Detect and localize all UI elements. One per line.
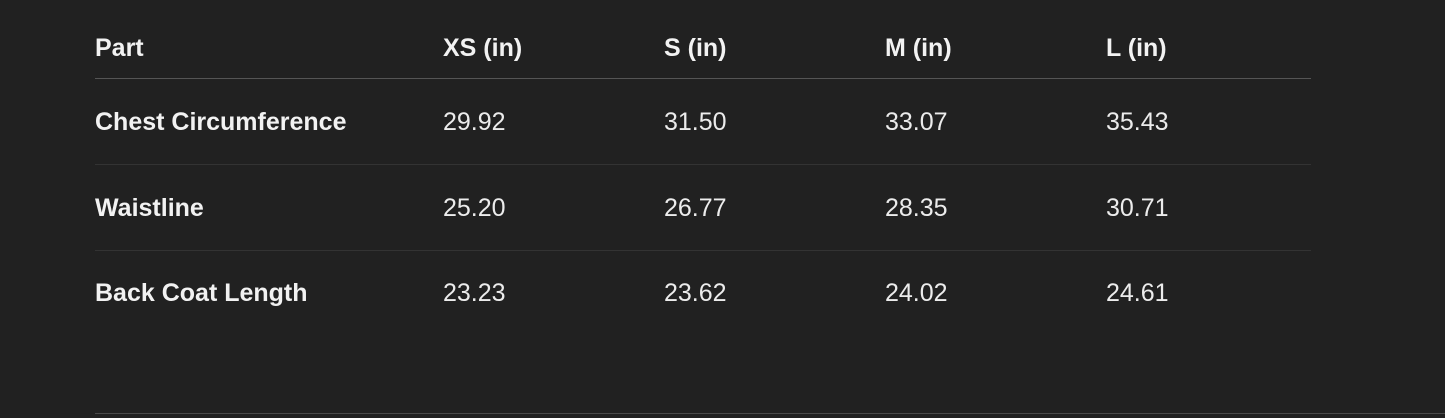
- row-label: Chest Circumference: [95, 108, 347, 136]
- row-label: Waistline: [95, 193, 204, 222]
- table-cell: 35.43: [1106, 108, 1169, 136]
- table-cell: 30.71: [1106, 193, 1169, 222]
- bottom-divider: [95, 413, 1445, 414]
- header-cell: XS (in): [443, 34, 523, 62]
- table-cell: 26.77: [664, 193, 727, 222]
- table-cell: 23.23: [443, 279, 506, 307]
- header-cell: Part: [95, 34, 144, 62]
- header-cell: S (in): [664, 34, 727, 62]
- header-cell: M (in): [885, 34, 952, 62]
- table-cell: 29.92: [443, 108, 506, 136]
- header-divider: [95, 78, 1311, 79]
- header-cell: L (in): [1106, 34, 1167, 62]
- row-divider: [95, 164, 1311, 165]
- table-cell: 24.61: [1106, 279, 1169, 307]
- table-cell: 33.07: [885, 108, 948, 136]
- table-cell: 28.35: [885, 193, 948, 222]
- table-cell: 23.62: [664, 279, 727, 307]
- table-cell: 31.50: [664, 108, 727, 136]
- table-cell: 25.20: [443, 193, 506, 222]
- row-divider: [95, 250, 1311, 251]
- row-label: Back Coat Length: [95, 279, 308, 307]
- table-cell: 24.02: [885, 279, 948, 307]
